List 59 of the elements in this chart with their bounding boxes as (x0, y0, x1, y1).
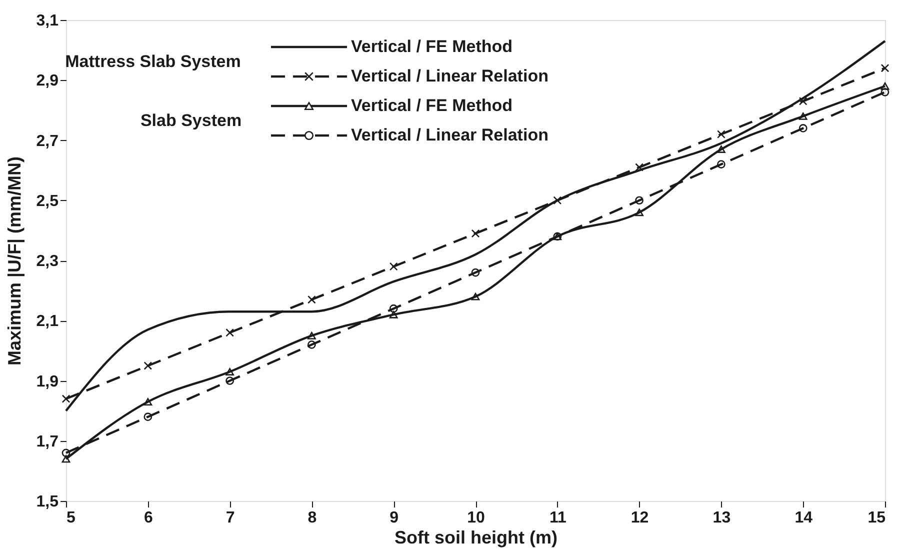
x-axis-title: Soft soil height (m) (394, 528, 558, 548)
y-tick-label: 3,1 (36, 12, 59, 30)
x-tick-label: 10 (467, 510, 485, 526)
x-tick-label: 11 (549, 510, 566, 526)
point (635, 208, 644, 216)
x-tick-label: 15 (868, 510, 886, 526)
y-tick-label: 1,9 (36, 373, 59, 390)
y-tick-label: 1,7 (36, 433, 59, 450)
x-tick-label: 5 (66, 510, 76, 526)
point (389, 304, 398, 313)
point (308, 340, 316, 349)
point (471, 268, 480, 277)
y-tick-label: 2,9 (36, 72, 59, 90)
x-tick-label: 9 (390, 510, 399, 526)
point (62, 394, 70, 403)
point (635, 163, 644, 172)
y-tick-label: 2,5 (36, 192, 59, 210)
y-tick-label: 2,3 (36, 253, 59, 270)
annotation: Mattress Slab System (65, 52, 241, 71)
x-tick-label: 8 (308, 510, 317, 526)
legend-label: Vertical / FE Method (351, 37, 513, 56)
point (226, 376, 234, 385)
point (880, 88, 890, 96)
y-tick-label: 2,1 (36, 313, 59, 330)
point (62, 455, 70, 463)
point (798, 96, 808, 106)
point (880, 64, 890, 72)
legend-label: Vertical / Linear Relation (351, 66, 548, 86)
x-tick-label: 12 (630, 510, 649, 526)
point (798, 112, 808, 120)
point (717, 160, 726, 168)
point (226, 368, 234, 376)
point (717, 146, 726, 153)
point (798, 124, 808, 132)
legend-label: Vertical / Linear Relation (351, 126, 548, 144)
point (389, 310, 398, 318)
x-tick-label: 13 (712, 510, 731, 526)
x-tick-label: 14 (794, 510, 813, 526)
point (471, 292, 480, 300)
point (471, 229, 480, 238)
point (144, 412, 152, 422)
x-tick-label: 6 (144, 510, 153, 526)
point (880, 82, 890, 90)
point (389, 262, 398, 271)
annotation: Slab System (140, 110, 242, 130)
point (62, 448, 70, 458)
y-tick-label: 1,5 (36, 494, 59, 510)
y-tick-label: 2,7 (36, 132, 59, 150)
legend-label: Vertical / FE Method (351, 96, 513, 115)
point (308, 332, 316, 340)
point (717, 130, 726, 138)
point (144, 398, 152, 406)
y-axis-title: Maximum |U/F| (mm/MN) (4, 156, 24, 366)
point (144, 362, 152, 370)
point (226, 328, 234, 337)
point (308, 295, 316, 304)
point (553, 196, 562, 205)
x-tick-label: 7 (226, 510, 235, 526)
point (635, 196, 644, 205)
